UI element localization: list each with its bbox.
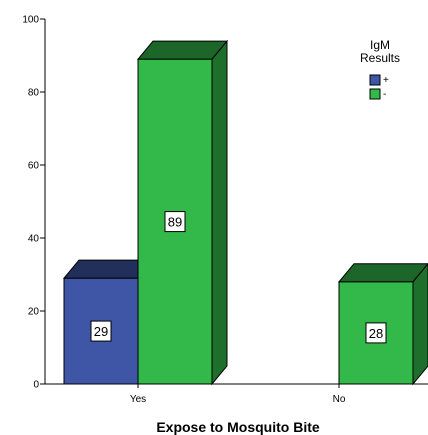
y-tick-label: 20 [28, 307, 40, 318]
data-label-box [90, 320, 112, 342]
legend-title: IgM [370, 38, 390, 52]
data-label-box [164, 211, 186, 233]
data-label: 29 [94, 324, 108, 339]
x-axis-label: Expose to Mosquito Bite [156, 419, 320, 435]
bar-side-face [211, 39, 228, 386]
data-label-box [365, 322, 387, 344]
data-label: 28 [369, 326, 383, 341]
x-tick-label: Yes [130, 394, 146, 405]
legend-title: Results [360, 51, 400, 65]
legend-label: + [383, 75, 389, 86]
y-tick-label: 100 [22, 15, 39, 26]
y-tick-label: 40 [28, 234, 40, 245]
data-label: 89 [168, 215, 182, 230]
legend-swatch [369, 74, 381, 86]
legend-label: - [383, 89, 386, 100]
y-tick-label: 0 [33, 380, 39, 391]
bar-side-face [412, 263, 428, 386]
y-tick-label: 80 [28, 88, 40, 99]
y-tick-label: 60 [28, 161, 40, 172]
bar-top-face [337, 263, 428, 283]
x-tick-label: No [333, 394, 346, 405]
legend-swatch [369, 88, 381, 100]
